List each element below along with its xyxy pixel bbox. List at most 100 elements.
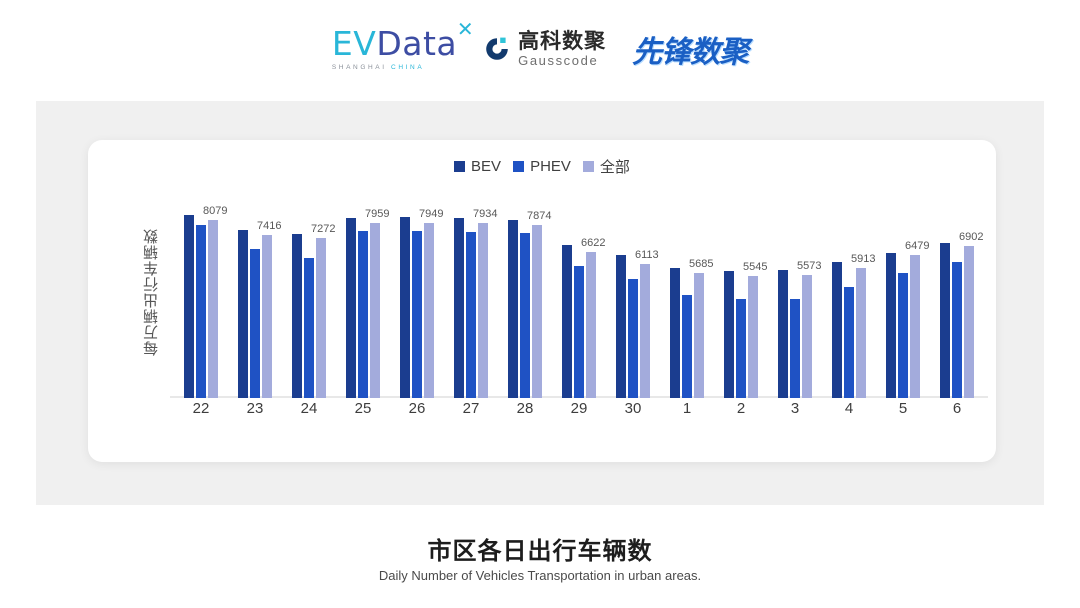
bar-group: 7416 <box>228 200 282 398</box>
bar-value-label: 8079 <box>203 205 228 218</box>
bar-phev[interactable] <box>412 231 422 398</box>
bar-bev[interactable] <box>400 216 410 398</box>
logo-bar: EVData ✕ SHANGHAI CHINA 高科数聚 Gausscode 先… <box>0 18 1080 80</box>
evdata-tagline-shanghai: SHANGHAI <box>331 64 392 71</box>
bar-bev[interactable] <box>940 242 950 398</box>
bar-bev[interactable] <box>832 262 842 398</box>
bar-全部[interactable] <box>964 246 974 398</box>
bar-value-label: 5913 <box>851 252 876 265</box>
bar-value-label: 7959 <box>365 207 390 220</box>
x-tick-label: 27 <box>462 400 480 417</box>
bar-bev[interactable] <box>292 233 302 398</box>
bar-bev[interactable] <box>724 270 734 398</box>
bar-value-label: 6622 <box>581 237 606 250</box>
bar-bev[interactable] <box>346 217 356 398</box>
bar-全部[interactable] <box>532 224 542 398</box>
bar-group: 6622 <box>552 200 606 398</box>
evdata-wordmark: EVData ✕ <box>331 19 474 63</box>
legend-item-全部[interactable]: 全部 <box>582 156 630 177</box>
bar-全部[interactable] <box>748 276 758 398</box>
bar-phev[interactable] <box>250 249 260 398</box>
bar-全部[interactable] <box>262 234 272 398</box>
bar-group: 7959 <box>336 200 390 398</box>
xianfeng-logo: 先锋数聚 <box>632 36 749 69</box>
bar-value-label: 5545 <box>743 261 768 274</box>
bar-bev[interactable] <box>616 254 626 398</box>
bar-phev[interactable] <box>520 232 530 398</box>
chart-card: BEV PHEV 全部 每万辆出行车辆数 8079 7416 7272 7959 7949 7… <box>88 140 996 462</box>
caption-title-cn: 市区各日出行车辆数 <box>427 537 653 565</box>
bar-phev[interactable] <box>898 272 908 398</box>
bar-group: 8079 <box>174 200 228 398</box>
bar-bev[interactable] <box>886 252 896 398</box>
bar-bev[interactable] <box>778 269 788 398</box>
bar-bev[interactable] <box>508 220 518 398</box>
bar-group: 5573 <box>768 200 822 398</box>
bar-phev[interactable] <box>196 225 206 398</box>
x-tick-label: 2 <box>736 400 746 417</box>
evdata-tagline: SHANGHAI CHINA <box>332 64 424 71</box>
gausscode-logo: 高科数聚 Gausscode <box>483 31 606 67</box>
bar-全部[interactable] <box>694 272 704 398</box>
legend-item-bev[interactable]: BEV <box>454 158 501 175</box>
evdata-x-icon: ✕ <box>456 17 475 41</box>
x-tick-label: 1 <box>682 400 692 417</box>
bar-全部[interactable] <box>478 223 488 398</box>
x-tick-label: 24 <box>300 400 318 417</box>
bar-value-label: 6479 <box>905 240 930 253</box>
bar-全部[interactable] <box>910 255 920 398</box>
bar-phev[interactable] <box>682 295 692 398</box>
bars-area: 8079 7416 7272 7959 7949 7934 7874 6622 6113 5685… <box>174 200 984 398</box>
bar-全部[interactable] <box>370 222 380 398</box>
bar-group: 7934 <box>444 200 498 398</box>
bar-phev[interactable] <box>466 231 476 398</box>
bar-phev[interactable] <box>358 230 368 398</box>
bar-group: 5913 <box>822 200 876 398</box>
x-tick-label: 30 <box>624 400 642 417</box>
x-axis-ticks: 22 23 24 25 26 27 28 29 30 1 2 3 4 5 6 <box>174 400 984 422</box>
legend-label: PHEV <box>530 158 571 175</box>
x-tick-label: 6 <box>952 400 962 417</box>
x-tick-label: 5 <box>898 400 908 417</box>
legend-item-phev[interactable]: PHEV <box>513 158 571 175</box>
legend-label: 全部 <box>599 159 630 176</box>
bar-phev[interactable] <box>790 299 800 398</box>
x-tick-label: 23 <box>246 400 264 417</box>
bar-全部[interactable] <box>586 252 596 398</box>
bar-bev[interactable] <box>454 218 464 398</box>
bar-全部[interactable] <box>316 238 326 398</box>
bar-phev[interactable] <box>844 287 854 398</box>
legend-swatch-icon <box>582 161 594 172</box>
legend-swatch-icon <box>454 161 466 172</box>
chart-legend: BEV PHEV 全部 <box>88 156 996 177</box>
bar-全部[interactable] <box>640 263 650 398</box>
bar-value-label: 5685 <box>689 257 714 270</box>
evdata-logo: EVData ✕ SHANGHAI CHINA <box>331 19 474 71</box>
bar-phev[interactable] <box>304 257 314 398</box>
bar-全部[interactable] <box>424 223 434 398</box>
bar-全部[interactable] <box>856 267 866 398</box>
caption-title-en: Daily Number of Vehicles Transportation … <box>378 568 702 583</box>
bar-bev[interactable] <box>670 267 680 398</box>
bar-group: 6113 <box>606 200 660 398</box>
x-tick-label: 22 <box>192 400 210 417</box>
bar-phev[interactable] <box>574 266 584 398</box>
bar-bev[interactable] <box>562 245 572 398</box>
evdata-tagline-china: CHINA <box>391 64 425 71</box>
bar-value-label: 5573 <box>797 260 822 273</box>
bar-value-label: 7934 <box>473 208 498 221</box>
bar-全部[interactable] <box>208 220 218 398</box>
bar-phev[interactable] <box>952 262 962 398</box>
bar-phev[interactable] <box>736 298 746 398</box>
gausscode-cn-text: 高科数聚 <box>518 30 607 53</box>
bar-全部[interactable] <box>802 275 812 398</box>
bar-bev[interactable] <box>238 229 248 398</box>
bar-phev[interactable] <box>628 278 638 398</box>
plot-area: 每万辆出行车辆数 8079 7416 7272 7959 7949 7934 7874 662… <box>136 200 988 422</box>
legend-swatch-icon <box>513 161 525 172</box>
gausscode-en-text: Gausscode <box>518 53 599 68</box>
evdata-ev-text: EV <box>331 24 377 63</box>
gausscode-mark-icon <box>483 35 511 63</box>
x-tick-label: 25 <box>354 400 372 417</box>
bar-bev[interactable] <box>184 214 194 398</box>
